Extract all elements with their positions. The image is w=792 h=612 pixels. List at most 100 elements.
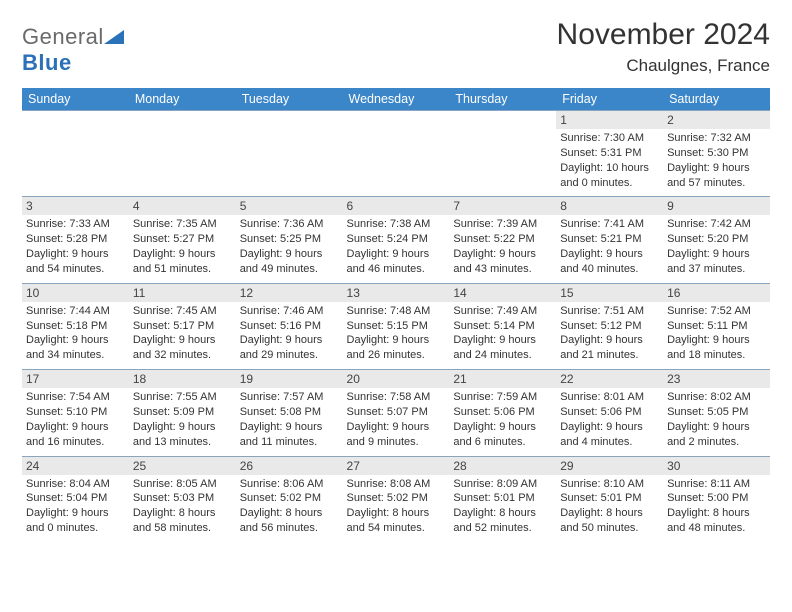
day-number: 12 bbox=[236, 284, 343, 302]
day-details: Sunrise: 7:36 AMSunset: 5:25 PMDaylight:… bbox=[236, 215, 343, 282]
calendar-cell: 26Sunrise: 8:06 AMSunset: 5:02 PMDayligh… bbox=[236, 456, 343, 542]
sunrise-text: Sunrise: 8:08 AM bbox=[347, 477, 446, 492]
day-details bbox=[129, 129, 236, 181]
day-details: Sunrise: 8:02 AMSunset: 5:05 PMDaylight:… bbox=[663, 388, 770, 455]
sunset-text: Sunset: 5:17 PM bbox=[133, 319, 232, 334]
sunset-text: Sunset: 5:00 PM bbox=[667, 491, 766, 506]
logo-text-dark: General bbox=[22, 24, 104, 49]
day-number: 30 bbox=[663, 457, 770, 475]
sunrise-text: Sunrise: 7:52 AM bbox=[667, 304, 766, 319]
daylight-text: Daylight: 9 hours and 2 minutes. bbox=[667, 420, 766, 450]
calendar-cell bbox=[343, 111, 450, 197]
day-details: Sunrise: 7:42 AMSunset: 5:20 PMDaylight:… bbox=[663, 215, 770, 282]
day-number: 15 bbox=[556, 284, 663, 302]
calendar-cell bbox=[22, 111, 129, 197]
calendar-cell: 9Sunrise: 7:42 AMSunset: 5:20 PMDaylight… bbox=[663, 197, 770, 283]
sunset-text: Sunset: 5:30 PM bbox=[667, 146, 766, 161]
day-number: 11 bbox=[129, 284, 236, 302]
sunrise-text: Sunrise: 7:41 AM bbox=[560, 217, 659, 232]
sunset-text: Sunset: 5:01 PM bbox=[453, 491, 552, 506]
sunrise-text: Sunrise: 7:57 AM bbox=[240, 390, 339, 405]
calendar-cell: 21Sunrise: 7:59 AMSunset: 5:06 PMDayligh… bbox=[449, 370, 556, 456]
calendar-cell: 5Sunrise: 7:36 AMSunset: 5:25 PMDaylight… bbox=[236, 197, 343, 283]
title-block: November 2024 Chaulgnes, France bbox=[557, 18, 770, 76]
calendar-cell: 4Sunrise: 7:35 AMSunset: 5:27 PMDaylight… bbox=[129, 197, 236, 283]
day-details: Sunrise: 7:33 AMSunset: 5:28 PMDaylight:… bbox=[22, 215, 129, 282]
sunset-text: Sunset: 5:12 PM bbox=[560, 319, 659, 334]
calendar-cell: 10Sunrise: 7:44 AMSunset: 5:18 PMDayligh… bbox=[22, 283, 129, 369]
day-number: 28 bbox=[449, 457, 556, 475]
calendar-cell: 27Sunrise: 8:08 AMSunset: 5:02 PMDayligh… bbox=[343, 456, 450, 542]
day-header: Sunday bbox=[22, 88, 129, 111]
day-details: Sunrise: 7:41 AMSunset: 5:21 PMDaylight:… bbox=[556, 215, 663, 282]
sunrise-text: Sunrise: 7:44 AM bbox=[26, 304, 125, 319]
day-details bbox=[449, 129, 556, 181]
calendar-week: 10Sunrise: 7:44 AMSunset: 5:18 PMDayligh… bbox=[22, 283, 770, 369]
calendar-cell: 3Sunrise: 7:33 AMSunset: 5:28 PMDaylight… bbox=[22, 197, 129, 283]
calendar-cell: 20Sunrise: 7:58 AMSunset: 5:07 PMDayligh… bbox=[343, 370, 450, 456]
day-number: 22 bbox=[556, 370, 663, 388]
sunset-text: Sunset: 5:09 PM bbox=[133, 405, 232, 420]
calendar-week: 1Sunrise: 7:30 AMSunset: 5:31 PMDaylight… bbox=[22, 111, 770, 197]
sunrise-text: Sunrise: 7:38 AM bbox=[347, 217, 446, 232]
calendar-cell: 18Sunrise: 7:55 AMSunset: 5:09 PMDayligh… bbox=[129, 370, 236, 456]
day-details: Sunrise: 7:38 AMSunset: 5:24 PMDaylight:… bbox=[343, 215, 450, 282]
day-details: Sunrise: 7:44 AMSunset: 5:18 PMDaylight:… bbox=[22, 302, 129, 369]
daylight-text: Daylight: 10 hours and 0 minutes. bbox=[560, 161, 659, 191]
triangle-icon bbox=[104, 24, 124, 50]
day-number: 24 bbox=[22, 457, 129, 475]
sunset-text: Sunset: 5:08 PM bbox=[240, 405, 339, 420]
calendar-cell: 23Sunrise: 8:02 AMSunset: 5:05 PMDayligh… bbox=[663, 370, 770, 456]
day-details: Sunrise: 7:52 AMSunset: 5:11 PMDaylight:… bbox=[663, 302, 770, 369]
day-details: Sunrise: 7:59 AMSunset: 5:06 PMDaylight:… bbox=[449, 388, 556, 455]
day-number: 14 bbox=[449, 284, 556, 302]
sunset-text: Sunset: 5:14 PM bbox=[453, 319, 552, 334]
day-number: 10 bbox=[22, 284, 129, 302]
sunrise-text: Sunrise: 7:42 AM bbox=[667, 217, 766, 232]
calendar-cell: 15Sunrise: 7:51 AMSunset: 5:12 PMDayligh… bbox=[556, 283, 663, 369]
calendar-cell: 19Sunrise: 7:57 AMSunset: 5:08 PMDayligh… bbox=[236, 370, 343, 456]
daylight-text: Daylight: 8 hours and 56 minutes. bbox=[240, 506, 339, 536]
day-details: Sunrise: 8:10 AMSunset: 5:01 PMDaylight:… bbox=[556, 475, 663, 542]
sunrise-text: Sunrise: 8:05 AM bbox=[133, 477, 232, 492]
sunset-text: Sunset: 5:21 PM bbox=[560, 232, 659, 247]
sunset-text: Sunset: 5:02 PM bbox=[240, 491, 339, 506]
logo: General Blue bbox=[22, 18, 124, 76]
calendar-cell: 1Sunrise: 7:30 AMSunset: 5:31 PMDaylight… bbox=[556, 111, 663, 197]
sunset-text: Sunset: 5:16 PM bbox=[240, 319, 339, 334]
day-header-row: SundayMondayTuesdayWednesdayThursdayFrid… bbox=[22, 88, 770, 111]
day-number: 21 bbox=[449, 370, 556, 388]
daylight-text: Daylight: 9 hours and 49 minutes. bbox=[240, 247, 339, 277]
daylight-text: Daylight: 9 hours and 37 minutes. bbox=[667, 247, 766, 277]
daylight-text: Daylight: 9 hours and 13 minutes. bbox=[133, 420, 232, 450]
sunrise-text: Sunrise: 7:59 AM bbox=[453, 390, 552, 405]
daylight-text: Daylight: 9 hours and 21 minutes. bbox=[560, 333, 659, 363]
calendar-cell: 17Sunrise: 7:54 AMSunset: 5:10 PMDayligh… bbox=[22, 370, 129, 456]
sunrise-text: Sunrise: 7:55 AM bbox=[133, 390, 232, 405]
day-details: Sunrise: 7:58 AMSunset: 5:07 PMDaylight:… bbox=[343, 388, 450, 455]
day-number: 7 bbox=[449, 197, 556, 215]
daylight-text: Daylight: 8 hours and 52 minutes. bbox=[453, 506, 552, 536]
calendar-cell: 13Sunrise: 7:48 AMSunset: 5:15 PMDayligh… bbox=[343, 283, 450, 369]
day-number: 17 bbox=[22, 370, 129, 388]
sunrise-text: Sunrise: 7:54 AM bbox=[26, 390, 125, 405]
day-number: 1 bbox=[556, 111, 663, 129]
calendar-cell: 29Sunrise: 8:10 AMSunset: 5:01 PMDayligh… bbox=[556, 456, 663, 542]
calendar-week: 24Sunrise: 8:04 AMSunset: 5:04 PMDayligh… bbox=[22, 456, 770, 542]
day-number: 13 bbox=[343, 284, 450, 302]
daylight-text: Daylight: 9 hours and 40 minutes. bbox=[560, 247, 659, 277]
sunset-text: Sunset: 5:04 PM bbox=[26, 491, 125, 506]
sunset-text: Sunset: 5:11 PM bbox=[667, 319, 766, 334]
logo-text-blue: Blue bbox=[22, 50, 72, 75]
sunset-text: Sunset: 5:27 PM bbox=[133, 232, 232, 247]
calendar-cell: 2Sunrise: 7:32 AMSunset: 5:30 PMDaylight… bbox=[663, 111, 770, 197]
calendar-cell bbox=[449, 111, 556, 197]
day-details: Sunrise: 7:35 AMSunset: 5:27 PMDaylight:… bbox=[129, 215, 236, 282]
daylight-text: Daylight: 9 hours and 4 minutes. bbox=[560, 420, 659, 450]
day-number: 27 bbox=[343, 457, 450, 475]
sunset-text: Sunset: 5:20 PM bbox=[667, 232, 766, 247]
sunrise-text: Sunrise: 7:39 AM bbox=[453, 217, 552, 232]
day-details: Sunrise: 8:09 AMSunset: 5:01 PMDaylight:… bbox=[449, 475, 556, 542]
calendar-cell: 7Sunrise: 7:39 AMSunset: 5:22 PMDaylight… bbox=[449, 197, 556, 283]
sunset-text: Sunset: 5:28 PM bbox=[26, 232, 125, 247]
